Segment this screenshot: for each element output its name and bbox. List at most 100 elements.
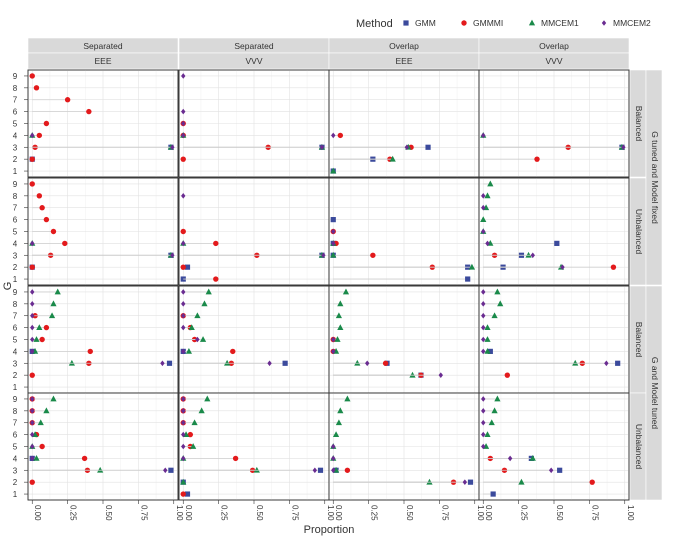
y-tick-label: 3	[13, 251, 18, 260]
point-mmcem1	[68, 359, 75, 366]
point-gmmmi	[213, 276, 219, 282]
point-gmm	[317, 467, 324, 473]
point-mmcem1	[224, 359, 231, 366]
row-strip-inner-label: Unbalanced	[634, 424, 644, 470]
point-mmcem1	[426, 478, 433, 485]
x-tick-label: 0.00	[33, 505, 42, 521]
y-tick-label: 1	[13, 490, 18, 499]
col-strip-top-label: Overlap	[389, 41, 419, 51]
point-mmcem2	[331, 467, 336, 474]
point-mmcem1	[491, 312, 498, 319]
point-mmcem2	[181, 120, 186, 127]
y-tick-label: 8	[13, 300, 18, 309]
y-tick-label: 2	[13, 263, 18, 272]
point-mmcem2	[30, 348, 35, 355]
point-mmcem2	[481, 312, 486, 319]
point-gmmmi	[86, 108, 92, 115]
point-mmcem1	[180, 478, 187, 485]
point-mmcem1	[97, 466, 104, 473]
point-mmcem2	[181, 73, 186, 79]
y-tick-label: 9	[13, 288, 18, 297]
point-mmcem2	[30, 312, 35, 319]
point-mmcem1	[572, 359, 579, 366]
y-tick-label: 6	[13, 431, 18, 440]
point-mmcem1	[199, 336, 207, 342]
point-mmcem1	[50, 395, 57, 402]
y-tick-label: 7	[13, 204, 18, 213]
point-gmmmi	[589, 479, 595, 485]
point-mmcem1	[335, 419, 343, 426]
point-mmcem2	[481, 348, 486, 355]
point-mmcem2	[30, 240, 35, 247]
point-mmcem2	[507, 455, 513, 462]
x-tick-label: 0.75	[290, 505, 299, 521]
point-mmcem2	[181, 312, 186, 319]
y-tick-label: 2	[13, 478, 18, 487]
point-mmcem1	[198, 407, 205, 414]
point-mmcem2	[181, 132, 186, 139]
point-mmcem1	[354, 359, 361, 366]
point-mmcem1	[253, 466, 260, 473]
col-strip-bottom	[478, 52, 630, 70]
point-mmcem2	[331, 455, 336, 462]
point-gmmmi	[180, 264, 186, 270]
point-mmcem1	[330, 251, 337, 258]
x-tick-label: 1.00	[175, 505, 184, 521]
col-strip-bottom-label: VVV	[245, 56, 262, 66]
y-tick-label: 5	[13, 443, 18, 452]
point-mmcem2	[181, 431, 186, 438]
y-tick-label: 6	[13, 108, 18, 117]
point-gmmmi	[180, 491, 186, 497]
x-tick-label: 0.00	[184, 505, 193, 521]
point-mmcem1	[337, 324, 344, 331]
point-gmmmi	[232, 455, 239, 462]
point-mmcem2	[30, 289, 35, 295]
point-mmcem2	[319, 144, 325, 151]
point-mmcem2	[481, 132, 486, 139]
row-strip-inner-label: Balanced	[634, 106, 644, 142]
point-mmcem1	[33, 336, 40, 342]
col-strip-bottom-label: EEE	[395, 56, 412, 66]
point-mmcem1	[205, 288, 212, 295]
point-mmcem2	[560, 264, 565, 270]
point-mmcem2	[438, 372, 443, 378]
point-gmmmi	[62, 240, 68, 247]
point-gmmmi	[382, 360, 389, 366]
point-mmcem2	[481, 204, 486, 211]
y-tick-label: 1	[13, 167, 18, 176]
point-mmcem2	[530, 252, 535, 259]
point-mmcem2	[181, 193, 186, 199]
y-tick-label: 2	[13, 155, 18, 164]
x-tick-label: 0.00	[334, 505, 343, 521]
point-mmcem1	[36, 324, 43, 331]
point-mmcem1	[497, 300, 504, 307]
point-gmm	[487, 348, 493, 354]
point-mmcem2	[365, 360, 370, 367]
point-mmcem1	[37, 419, 44, 426]
x-tick-label: 0.25	[370, 505, 379, 521]
point-mmcem2	[30, 455, 35, 462]
col-strip-top-label: Separated	[234, 41, 273, 51]
point-gmm	[168, 467, 174, 473]
legend-title: Method	[356, 18, 393, 30]
point-gmmmi	[43, 216, 50, 223]
legend-marker-gmmmi	[461, 20, 467, 26]
point-mmcem2	[481, 419, 486, 426]
point-mmcem1	[337, 300, 344, 307]
point-mmcem1	[50, 300, 57, 307]
point-gmmmi	[230, 348, 236, 355]
x-tick-label: 1.00	[626, 505, 635, 521]
point-gmm	[166, 360, 173, 366]
point-gmmmi	[64, 97, 71, 103]
point-gmmmi	[29, 156, 35, 162]
legend-label-gmmmi: GMMMI	[473, 18, 503, 28]
x-tick-label: 0.00	[484, 505, 493, 521]
legend-label-gmm: GMM	[415, 18, 436, 28]
panel-border	[478, 69, 630, 178]
point-mmcem1	[190, 443, 197, 449]
col-strip-bottom	[27, 52, 179, 70]
point-mmcem2	[30, 431, 35, 438]
col-strip-top-label: Separated	[83, 41, 122, 51]
